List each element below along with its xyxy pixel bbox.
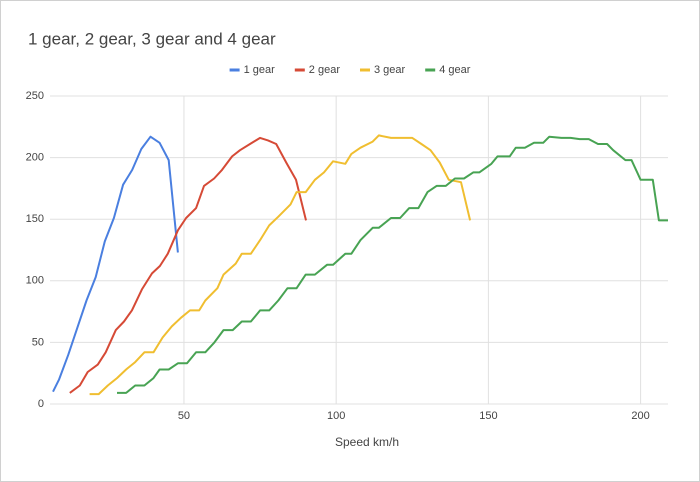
legend-label: 4 gear [439,64,471,76]
x-tick-label: 150 [479,410,497,422]
x-tick-label: 200 [631,410,649,422]
y-tick-label: 200 [26,152,44,164]
y-tick-label: 100 [26,275,44,287]
series-line [89,134,472,396]
y-tick-label: 0 [38,398,44,410]
y-tick-label: 50 [32,336,44,348]
y-tick-label: 150 [26,213,44,225]
legend-label: 1 gear [244,64,276,76]
legend-label: 3 gear [374,64,406,76]
series-line [117,135,668,394]
series-line [52,135,179,393]
series-line [69,136,307,394]
x-axis-label: Speed km/h [335,435,399,449]
x-tick-label: 100 [327,410,345,422]
legend-label: 2 gear [309,64,341,76]
x-tick-label: 50 [178,410,190,422]
chart-title: 1 gear, 2 gear, 3 gear and 4 gear [28,29,276,48]
y-tick-label: 250 [26,90,44,102]
